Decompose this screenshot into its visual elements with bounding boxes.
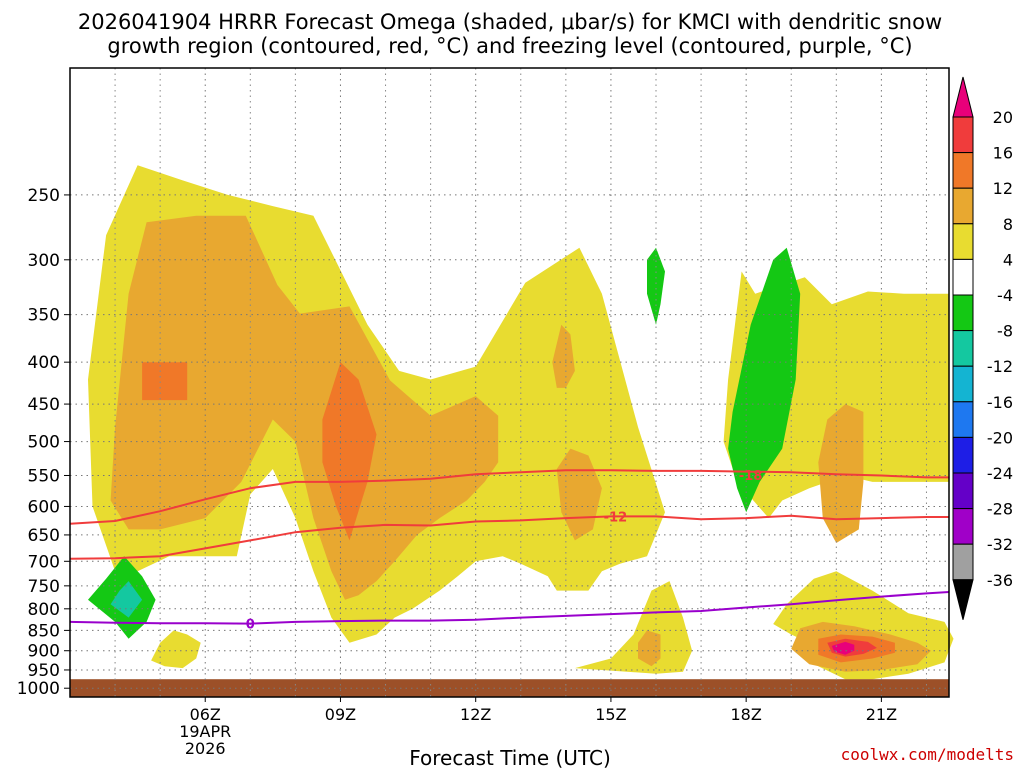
y-tick-label-450: 450 bbox=[28, 395, 60, 415]
y-tick-label-750: 750 bbox=[28, 577, 60, 597]
omega-region-9 bbox=[638, 630, 661, 667]
contour--18 bbox=[69, 469, 949, 525]
y-tick-label-700: 700 bbox=[28, 552, 60, 572]
y-tick-label-600: 600 bbox=[28, 497, 60, 517]
colorbar-label-12: -32 bbox=[987, 535, 1013, 554]
chart-title-line1: 2026041904 HRRR Forecast Omega (shaded, … bbox=[78, 10, 942, 34]
x-tick-label-06Z: 06Z bbox=[190, 705, 221, 724]
y-tick-label-850: 850 bbox=[28, 621, 60, 641]
x-tick-year: 2026 bbox=[185, 739, 226, 758]
colorbar-top-arrow bbox=[952, 76, 974, 118]
contour-label--12: -12 bbox=[604, 510, 628, 525]
colorbar-label-0: 20 bbox=[993, 108, 1013, 127]
colorbar-label-4: 4 bbox=[1003, 250, 1013, 269]
omega-region-15 bbox=[831, 641, 855, 655]
colorbar-box-3 bbox=[952, 187, 974, 225]
colorbar-label-9: -20 bbox=[987, 428, 1013, 447]
x-tick-label-15Z: 15Z bbox=[595, 705, 626, 724]
omega-region-4 bbox=[151, 630, 201, 669]
y-axis: 2503003504004505005506006507007508008509… bbox=[17, 186, 70, 699]
colorbar-box-10 bbox=[952, 436, 974, 474]
colorbar-label-13: -36 bbox=[987, 571, 1013, 590]
colorbar-label-7: -12 bbox=[987, 357, 1013, 376]
omega-region-11 bbox=[142, 362, 188, 401]
colorbar-label-5: -4 bbox=[997, 286, 1013, 305]
y-tick-label-300: 300 bbox=[28, 251, 60, 271]
colorbar-box-1 bbox=[952, 116, 974, 154]
colorbar-bottom-arrow bbox=[952, 579, 974, 620]
omega-region-7 bbox=[552, 324, 575, 388]
colorbar-box-8 bbox=[952, 365, 974, 403]
omega-region-5 bbox=[110, 215, 499, 600]
contour-label-0: 0 bbox=[246, 618, 255, 633]
colorbar-label-10: -24 bbox=[987, 464, 1013, 483]
ground-surface bbox=[70, 679, 949, 697]
colorbar-label-6: -8 bbox=[997, 322, 1013, 341]
colorbar-label-3: 8 bbox=[1003, 215, 1013, 234]
x-axis-label: Forecast Time (UTC) bbox=[409, 746, 611, 768]
colorbar-box-6 bbox=[952, 294, 974, 332]
chart-title-line2: growth region (contoured, red, °C) and f… bbox=[107, 34, 912, 58]
omega-region-19 bbox=[728, 247, 801, 513]
y-tick-label-1000: 1000 bbox=[17, 679, 60, 699]
x-tick-label-21Z: 21Z bbox=[866, 705, 897, 724]
colorbar: 20 16 12 8 4 -4 -8 -12 -16 -20 -24 -28 -32 -36 bbox=[952, 76, 1013, 620]
contour-label--18: -18 bbox=[739, 469, 763, 484]
x-tick-label-18Z: 18Z bbox=[730, 705, 761, 724]
omega-region-18 bbox=[647, 247, 665, 325]
colorbar-label-8: -16 bbox=[987, 393, 1013, 412]
y-tick-label-800: 800 bbox=[28, 600, 60, 620]
omega-region-3 bbox=[574, 581, 693, 674]
contour--12 bbox=[69, 514, 949, 560]
x-tick-label-12Z: 12Z bbox=[460, 705, 491, 724]
y-tick-label-950: 950 bbox=[28, 661, 60, 681]
plot-frame bbox=[69, 67, 950, 698]
watermark: coolwx.com/modelts bbox=[841, 745, 1014, 764]
y-tick-label-350: 350 bbox=[28, 306, 60, 326]
y-tick-label-250: 250 bbox=[28, 186, 60, 206]
colorbar-label-1: 16 bbox=[993, 144, 1013, 163]
colorbar-box-9 bbox=[952, 401, 974, 438]
colorbar-box-4 bbox=[952, 223, 974, 260]
y-tick-label-500: 500 bbox=[28, 433, 60, 453]
omega-region-17 bbox=[110, 581, 143, 618]
contours: -18 -12 0 bbox=[69, 469, 950, 633]
y-tick-label-900: 900 bbox=[28, 642, 60, 662]
colorbar-box-13 bbox=[952, 543, 974, 581]
colorbar-label-2: 12 bbox=[993, 179, 1013, 198]
x-tick-label-09Z: 09Z bbox=[325, 705, 356, 724]
colorbar-box-12 bbox=[952, 508, 974, 545]
colorbar-box-11 bbox=[952, 472, 974, 510]
gridlines bbox=[70, 68, 949, 697]
colorbar-box-5 bbox=[952, 258, 974, 296]
y-tick-label-400: 400 bbox=[28, 353, 60, 373]
omega-region-12 bbox=[322, 362, 377, 541]
colorbar-box-2 bbox=[952, 152, 974, 189]
y-tick-label-550: 550 bbox=[28, 466, 60, 486]
contour-0 bbox=[69, 591, 950, 625]
colorbar-box-7 bbox=[952, 330, 974, 367]
x-tick-date: 19APR bbox=[179, 722, 231, 741]
y-tick-label-650: 650 bbox=[28, 526, 60, 546]
colorbar-label-11: -28 bbox=[987, 500, 1013, 519]
plot-area: -18 -12 0 bbox=[69, 67, 954, 698]
